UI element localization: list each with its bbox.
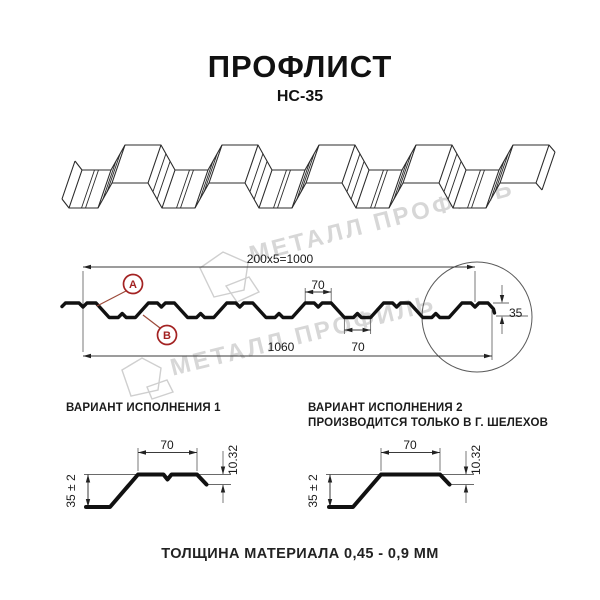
marker-a-label: А [129,279,137,291]
variant1-drawing: 70 35 ± 2 10.32 [64,438,240,509]
cross-section-profile [60,301,497,320]
variant2-dim-height-label: 35 ± 2 [306,474,320,508]
sheet-3d-drawing [61,144,556,209]
logo-watermark-upper [199,251,261,303]
variant2-dim-lip-label: 10.32 [469,445,483,475]
dim-valley-width-label: 70 [351,340,365,354]
page-title: ПРОФЛИСТ [207,49,393,84]
variant2-label: ВАРИАНТ ИСПОЛНЕНИЯ 2 [308,402,463,414]
marker-b-label: В [163,330,171,342]
marker-a: А [96,273,144,307]
dim-total-pitch-label: 200х5=1000 [247,252,314,266]
material-thickness-note: ТОЛЩИНА МАТЕРИАЛА 0,45 - 0,9 ММ [161,546,439,562]
dim-overall-width-label: 1060 [268,340,295,354]
variant1-dim-flange-label: 70 [160,438,174,452]
profile-code: НС-35 [276,88,324,105]
variant2-note: ПРОИЗВОДИТСЯ ТОЛЬКО В Г. ШЕЛЕХОВ [308,417,549,429]
logo-watermark-lower [121,357,174,400]
variant1-dim-height-label: 35 ± 2 [64,474,78,508]
dim-crest-width-label: 70 [311,278,325,292]
variant2-dim-flange-label: 70 [403,438,417,452]
cross-section-drawing: 200х5=1000 1060 70 70 35 А В [60,252,533,373]
dim-height-label: 35 [509,306,523,320]
variant1-profile [84,472,209,509]
variant1-dim-lip-label: 10.32 [226,445,240,475]
variant2-drawing: 70 35 ± 2 10.32 [306,438,483,509]
marker-b: В [142,314,178,346]
variant2-profile [327,472,452,509]
variant1-label: ВАРИАНТ ИСПОЛНЕНИЯ 1 [66,402,221,414]
